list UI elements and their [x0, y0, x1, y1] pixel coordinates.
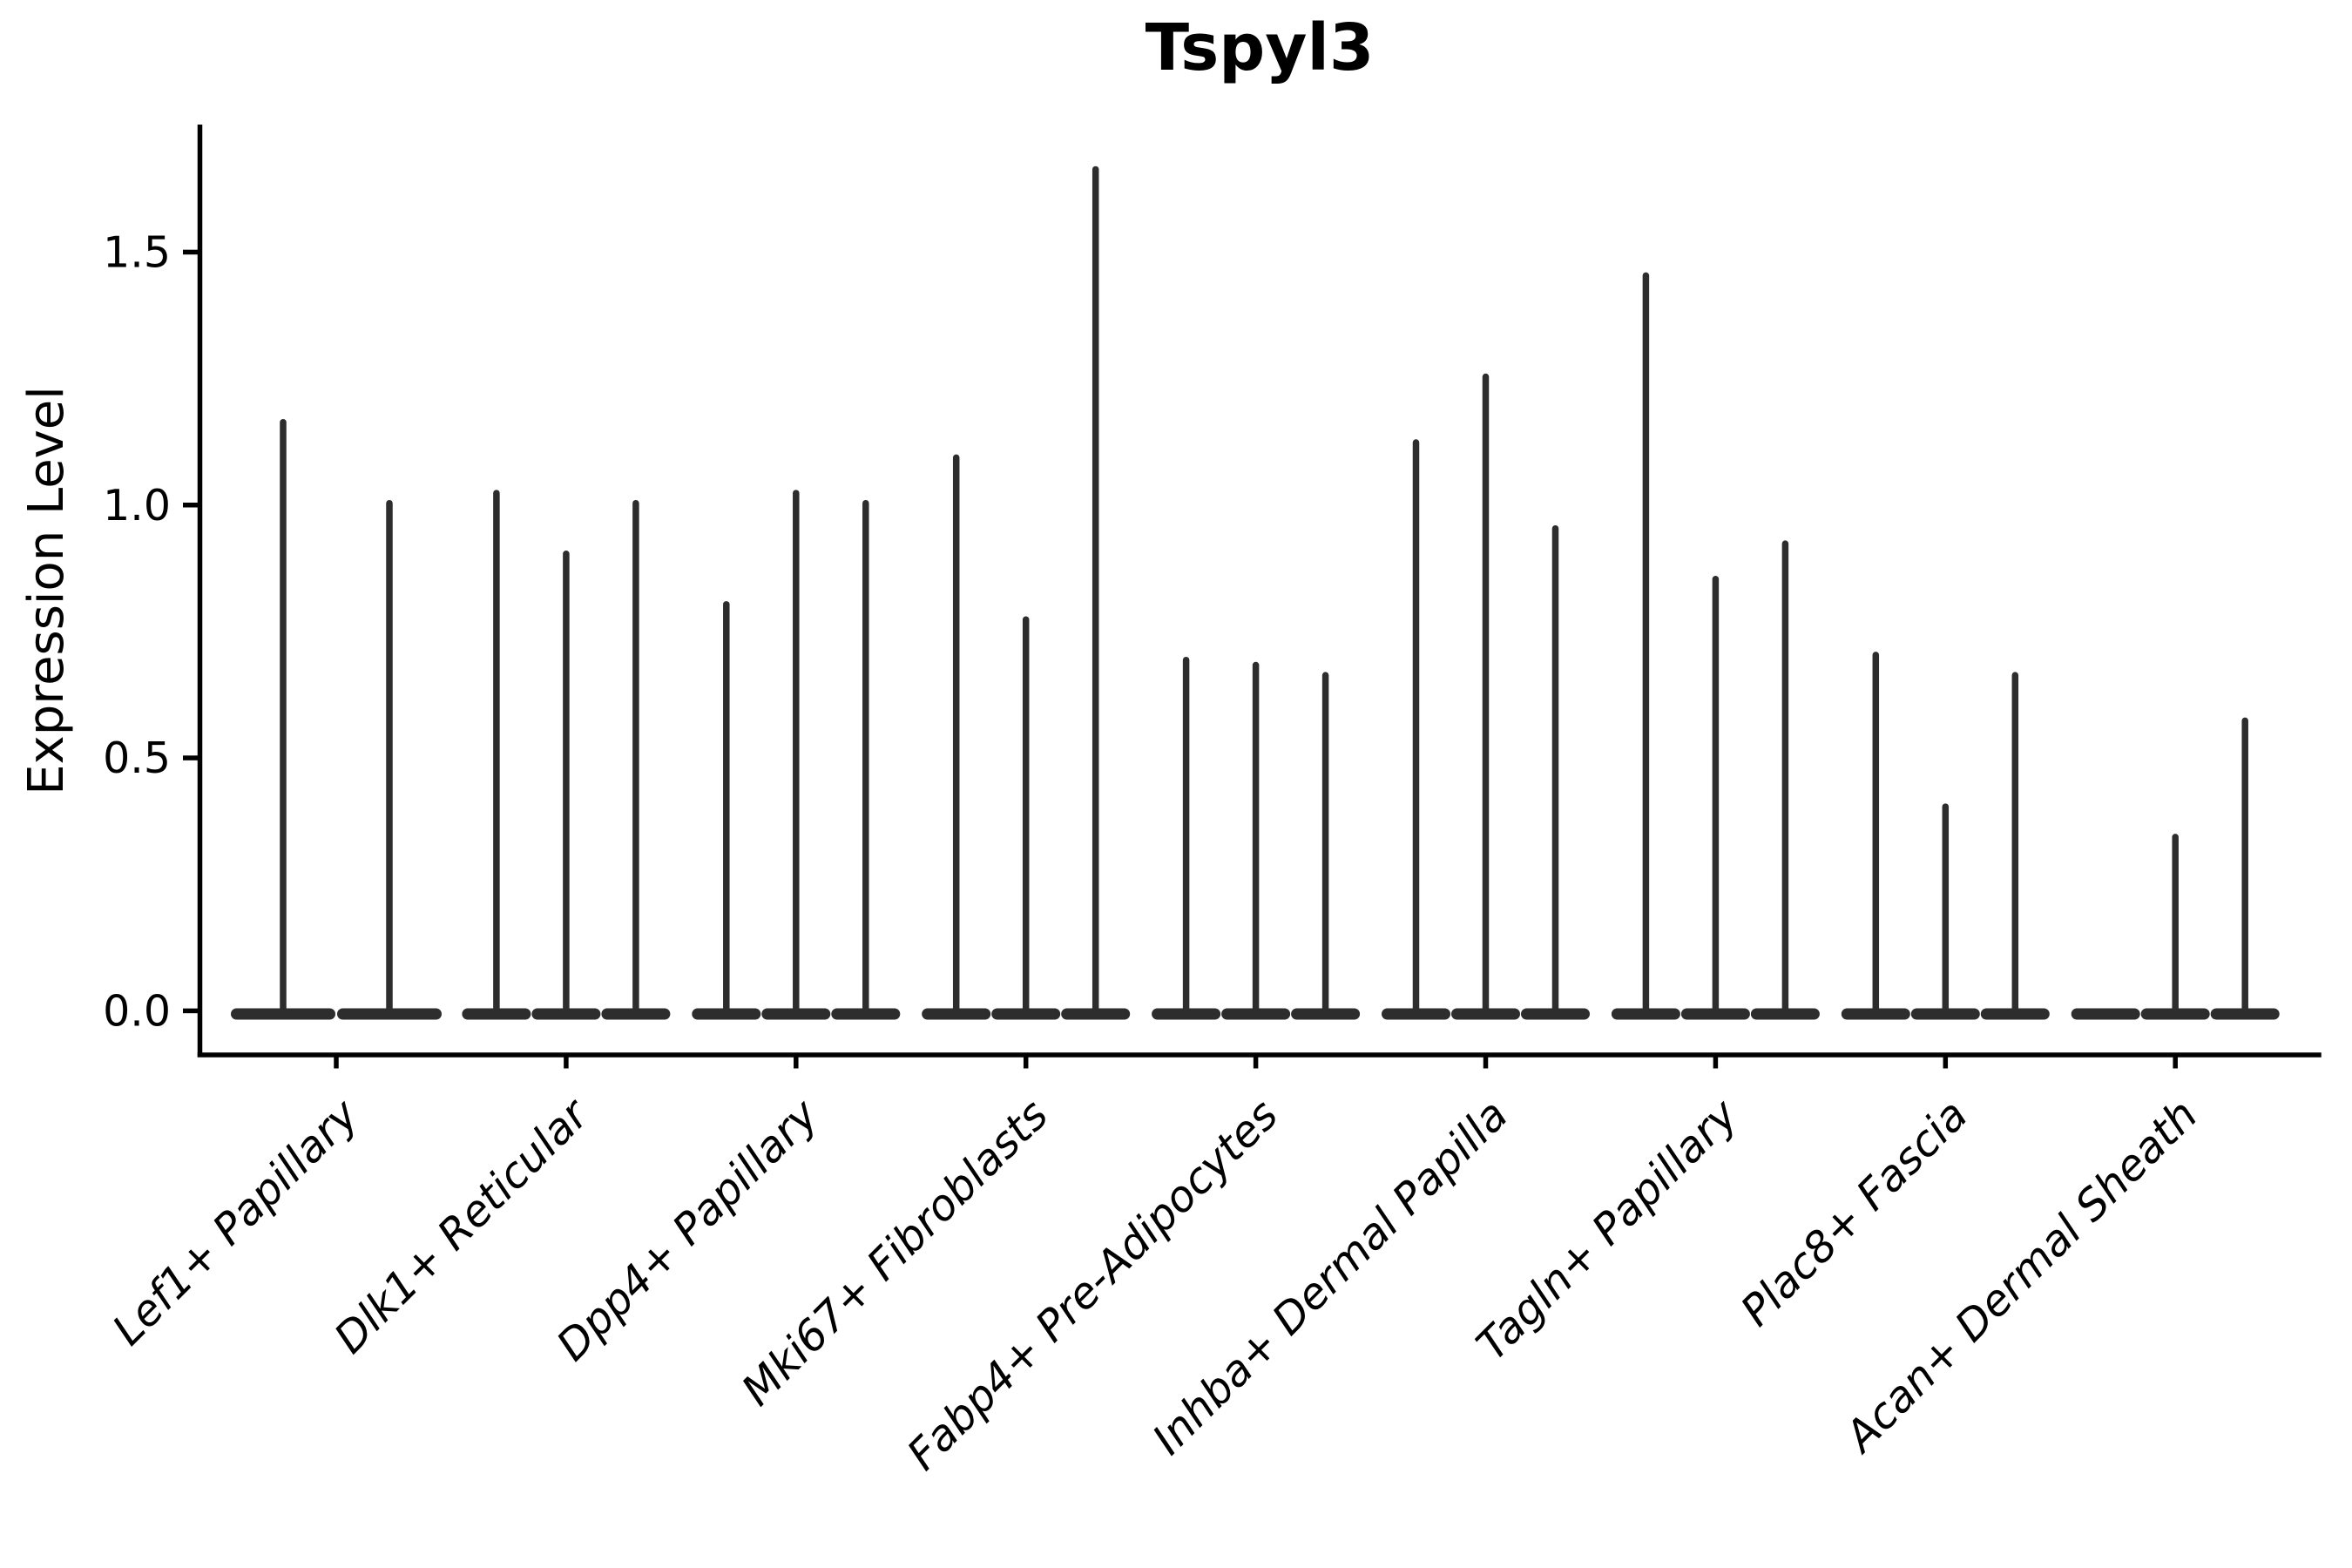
- violin: [1750, 540, 1820, 1020]
- violin: [601, 499, 671, 1020]
- violin: [1680, 576, 1750, 1020]
- violin-spike: [723, 601, 730, 1016]
- violin: [1611, 272, 1680, 1020]
- x-category-label: Fabp4+ Pre-Adipocytes: [898, 1090, 1288, 1480]
- violin-spike: [952, 454, 960, 1016]
- violin-spike: [2011, 672, 2019, 1016]
- violin: [1382, 439, 1450, 1020]
- y-tick: [183, 249, 199, 255]
- violin-spike: [862, 499, 869, 1016]
- violin-spike: [1092, 166, 1099, 1016]
- violin-spike: [1182, 656, 1190, 1016]
- violin-spike: [632, 499, 639, 1016]
- y-tick: [183, 1008, 199, 1014]
- violin: [531, 551, 601, 1020]
- x-tick: [1253, 1057, 1259, 1069]
- violin: [1451, 373, 1520, 1020]
- x-axis-line: [197, 1052, 2322, 1058]
- violins-layer: [231, 166, 2280, 1020]
- violin: [1910, 803, 1980, 1020]
- violin: [2210, 717, 2280, 1020]
- violin-spike: [1482, 373, 1490, 1016]
- x-tick: [1713, 1057, 1719, 1069]
- x-category-label: Dlk1+ Reticular: [325, 1088, 599, 1362]
- x-tick: [2173, 1057, 2178, 1069]
- chart-title: Tspyl3: [1146, 10, 1375, 85]
- violin-spike: [386, 499, 393, 1016]
- violin: [1841, 652, 1910, 1020]
- violin-base: [2071, 1008, 2140, 1020]
- x-category-label: Plac8+ Fascia: [1731, 1090, 1977, 1335]
- y-tick-label: 0.0: [103, 986, 171, 1036]
- violin-spike: [793, 490, 800, 1016]
- violin-spike: [1872, 652, 1880, 1016]
- x-tick: [1483, 1057, 1489, 1069]
- violin: [337, 499, 442, 1020]
- violin-spike: [1551, 524, 1559, 1016]
- y-tick: [183, 755, 199, 760]
- y-tick-label: 1.0: [103, 481, 171, 531]
- violin-spike: [1022, 616, 1030, 1016]
- y-tick-label: 0.5: [103, 733, 171, 783]
- y-axis-line: [197, 125, 203, 1058]
- y-axis-label: Expression Level: [18, 386, 75, 795]
- violin-spike: [1252, 661, 1260, 1016]
- x-tick: [794, 1057, 799, 1069]
- violin-spike: [1321, 672, 1329, 1016]
- y-tick: [183, 503, 199, 508]
- violin-spike: [563, 551, 570, 1016]
- violin-spike: [493, 490, 500, 1016]
- violin: [1152, 656, 1221, 1020]
- y-tick-label: 1.5: [103, 227, 171, 277]
- violin: [2071, 1008, 2140, 1020]
- violin-spike: [2172, 834, 2179, 1016]
- x-tick: [1943, 1057, 1949, 1069]
- violin-spike: [1781, 540, 1789, 1016]
- violin: [462, 490, 531, 1020]
- violin: [922, 454, 991, 1020]
- violin: [761, 490, 831, 1020]
- violin: [1521, 524, 1590, 1020]
- violin-spike: [1642, 272, 1650, 1016]
- x-tick: [1023, 1057, 1029, 1069]
- violin: [1291, 672, 1361, 1020]
- x-tick: [564, 1057, 569, 1069]
- violin: [2140, 834, 2210, 1020]
- violin: [692, 601, 761, 1020]
- violin: [1980, 672, 2050, 1020]
- x-tick: [334, 1057, 339, 1069]
- violin-spike: [1712, 576, 1720, 1016]
- violin-spike: [280, 419, 287, 1016]
- violin: [1221, 661, 1291, 1020]
- violin: [1061, 166, 1131, 1020]
- violin: [991, 616, 1061, 1020]
- x-category-label: Lef1+ Papillary: [103, 1089, 368, 1355]
- violin: [231, 419, 335, 1020]
- violin-spike: [2241, 717, 2248, 1016]
- violin-spike: [1412, 439, 1420, 1016]
- violin-spike: [1942, 803, 1950, 1016]
- violin: [831, 499, 901, 1020]
